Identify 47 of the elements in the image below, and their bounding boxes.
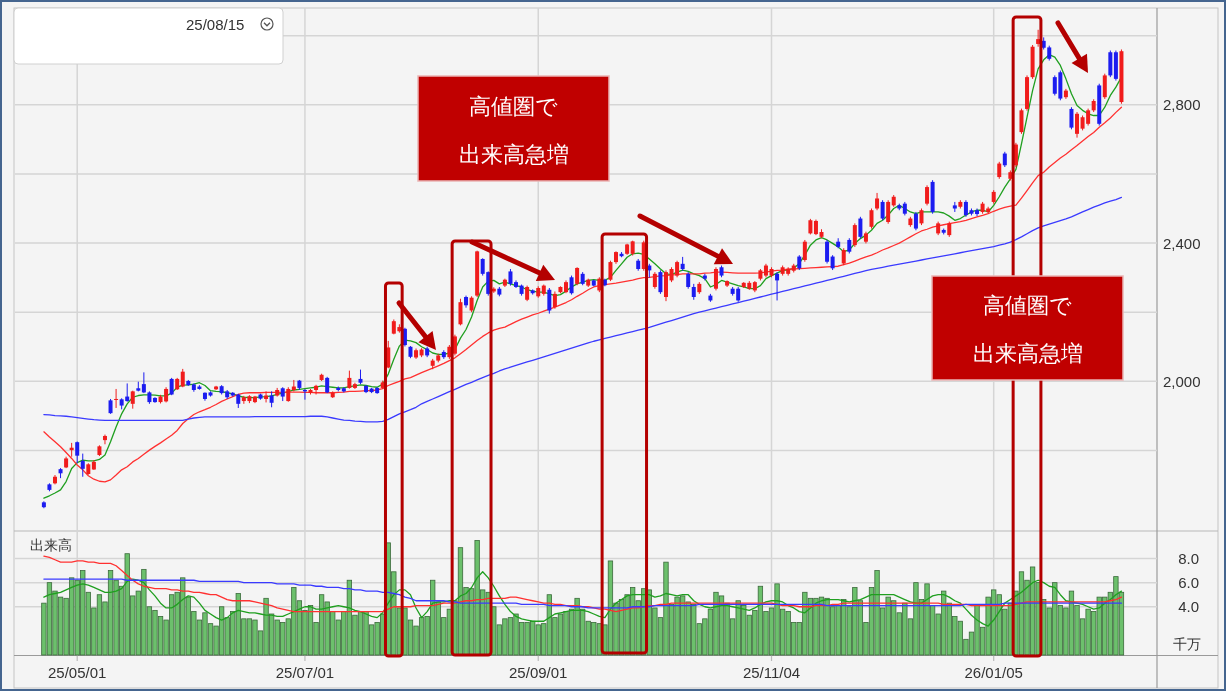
- candlestick: [458, 298, 463, 326]
- candlestick: [658, 269, 663, 295]
- candlestick: [775, 271, 780, 301]
- candlestick: [1102, 73, 1107, 100]
- chart-title: 出来高: [30, 537, 72, 553]
- candlestick: [713, 266, 718, 291]
- candlestick: [608, 260, 613, 282]
- candlestick: [1069, 106, 1074, 130]
- candlestick: [547, 287, 552, 315]
- line-series: [43, 571, 1123, 627]
- candlestick: [1019, 108, 1024, 135]
- candlestick: [858, 216, 863, 240]
- candlestick: [1108, 50, 1113, 78]
- candlestick: [913, 211, 918, 231]
- candlestick: [102, 434, 107, 445]
- y-tick-label: 6.0: [1178, 574, 1199, 592]
- x-tick-label: 25/09/01: [509, 664, 568, 681]
- y-tick-label: 4.0: [1178, 598, 1199, 616]
- line-series: [43, 196, 1123, 423]
- y-tick-label: 2,000: [1163, 372, 1201, 390]
- y-tick-label: 8.0: [1178, 550, 1199, 568]
- line-series: [43, 578, 1123, 609]
- candlestick: [886, 199, 891, 225]
- annotation: 出来高急増: [458, 141, 569, 167]
- x-tick-label: 25/11/04: [742, 664, 801, 681]
- y-axis-title: 千万: [1173, 636, 1201, 652]
- candlestick: [569, 275, 574, 296]
- y-tick-label: 2,400: [1163, 234, 1201, 252]
- annotation: 出来高急増: [972, 341, 1083, 366]
- candlestick: [825, 239, 830, 264]
- candlestick: [852, 222, 857, 248]
- candlestick: [802, 239, 807, 263]
- candlestick: [114, 388, 119, 409]
- candlestick: [80, 453, 85, 478]
- candlestick: [880, 199, 885, 221]
- candlestick: [314, 384, 319, 395]
- x-tick-label: 25/05/01: [48, 664, 107, 681]
- candlestick: [1075, 111, 1080, 139]
- annotation: 高値圏で: [469, 93, 558, 119]
- annotation: 25/08/15: [186, 16, 245, 33]
- line-series: [43, 555, 1123, 613]
- x-tick-label: 26/01/05: [964, 664, 1023, 681]
- candlestick: [925, 184, 930, 206]
- annotation: 高値圏で: [983, 293, 1072, 318]
- y-tick-label: 2,800: [1163, 96, 1201, 114]
- x-tick-label: 25/07/01: [275, 664, 335, 681]
- candlestick: [141, 371, 146, 394]
